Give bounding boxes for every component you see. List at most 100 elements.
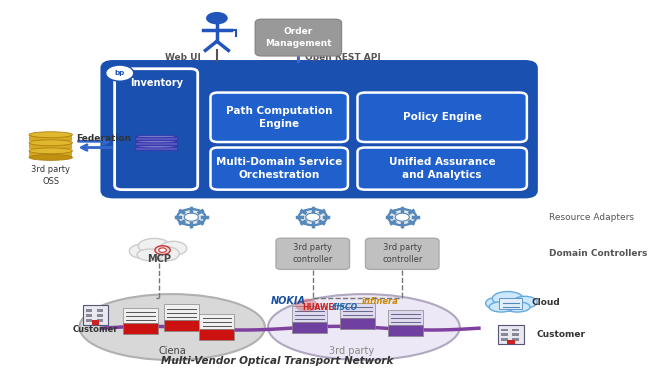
Ellipse shape bbox=[29, 140, 72, 146]
FancyBboxPatch shape bbox=[102, 61, 536, 197]
FancyBboxPatch shape bbox=[86, 314, 92, 317]
Text: Web UI: Web UI bbox=[165, 53, 201, 62]
Ellipse shape bbox=[138, 238, 170, 254]
Ellipse shape bbox=[29, 132, 72, 138]
FancyBboxPatch shape bbox=[340, 302, 375, 318]
FancyBboxPatch shape bbox=[164, 304, 199, 320]
Text: Multi-Domain Service
Orchestration: Multi-Domain Service Orchestration bbox=[216, 157, 342, 180]
Text: Order
Management: Order Management bbox=[265, 27, 332, 48]
Text: Unified Assurance
and Analytics: Unified Assurance and Analytics bbox=[389, 157, 496, 180]
Text: 3rd party
controller: 3rd party controller bbox=[382, 243, 422, 264]
Ellipse shape bbox=[160, 241, 187, 255]
Text: CISCO: CISCO bbox=[331, 303, 358, 312]
Circle shape bbox=[388, 209, 416, 225]
FancyBboxPatch shape bbox=[86, 309, 92, 312]
Circle shape bbox=[339, 305, 341, 307]
FancyBboxPatch shape bbox=[500, 298, 522, 309]
Ellipse shape bbox=[79, 294, 265, 360]
FancyBboxPatch shape bbox=[512, 333, 518, 336]
FancyBboxPatch shape bbox=[136, 142, 177, 145]
Circle shape bbox=[395, 213, 409, 221]
Ellipse shape bbox=[29, 148, 72, 154]
FancyBboxPatch shape bbox=[97, 314, 103, 317]
Circle shape bbox=[206, 12, 228, 25]
Ellipse shape bbox=[136, 145, 177, 148]
Text: 3rd party
OSS: 3rd party OSS bbox=[31, 166, 70, 186]
Circle shape bbox=[106, 65, 134, 81]
FancyBboxPatch shape bbox=[512, 328, 518, 331]
Text: Policy Engine: Policy Engine bbox=[403, 112, 482, 122]
FancyBboxPatch shape bbox=[388, 310, 423, 325]
Text: Cloud: Cloud bbox=[531, 298, 560, 307]
FancyBboxPatch shape bbox=[357, 93, 527, 142]
FancyBboxPatch shape bbox=[340, 318, 375, 329]
FancyBboxPatch shape bbox=[97, 319, 103, 321]
Circle shape bbox=[295, 298, 318, 312]
FancyBboxPatch shape bbox=[136, 137, 177, 140]
FancyBboxPatch shape bbox=[512, 338, 518, 341]
Text: 3rd party: 3rd party bbox=[329, 346, 373, 356]
FancyBboxPatch shape bbox=[365, 238, 439, 269]
FancyBboxPatch shape bbox=[501, 333, 508, 336]
FancyBboxPatch shape bbox=[388, 325, 423, 336]
Circle shape bbox=[334, 305, 337, 307]
Text: MCP: MCP bbox=[148, 254, 172, 263]
Text: HUAWEI: HUAWEI bbox=[302, 303, 337, 312]
FancyBboxPatch shape bbox=[507, 340, 515, 344]
FancyBboxPatch shape bbox=[29, 151, 72, 157]
Ellipse shape bbox=[137, 249, 162, 261]
Ellipse shape bbox=[492, 292, 523, 305]
Text: Open REST API: Open REST API bbox=[305, 53, 381, 62]
Ellipse shape bbox=[268, 294, 460, 360]
Circle shape bbox=[341, 305, 344, 307]
Text: Ciena: Ciena bbox=[158, 346, 186, 356]
FancyBboxPatch shape bbox=[292, 306, 327, 321]
Text: 3rd party
controller: 3rd party controller bbox=[293, 243, 333, 264]
Circle shape bbox=[337, 305, 339, 307]
FancyBboxPatch shape bbox=[83, 305, 108, 324]
Text: Path Computation
Engine: Path Computation Engine bbox=[226, 106, 333, 129]
FancyBboxPatch shape bbox=[199, 329, 234, 340]
Text: Inventory: Inventory bbox=[130, 78, 182, 89]
Circle shape bbox=[159, 248, 166, 252]
Circle shape bbox=[299, 209, 327, 225]
FancyBboxPatch shape bbox=[199, 314, 234, 329]
Text: Resource Adapters: Resource Adapters bbox=[549, 213, 634, 222]
FancyBboxPatch shape bbox=[210, 148, 348, 190]
FancyBboxPatch shape bbox=[29, 143, 72, 149]
Text: NOKIA: NOKIA bbox=[271, 296, 306, 306]
Ellipse shape bbox=[513, 296, 537, 308]
FancyBboxPatch shape bbox=[123, 323, 158, 334]
Text: Multi-Vendor Optical Transport Network: Multi-Vendor Optical Transport Network bbox=[162, 356, 394, 366]
Ellipse shape bbox=[29, 154, 72, 160]
FancyBboxPatch shape bbox=[97, 309, 103, 312]
Text: infinera: infinera bbox=[361, 297, 398, 306]
Text: Federation: Federation bbox=[76, 134, 132, 143]
FancyBboxPatch shape bbox=[115, 69, 198, 190]
Text: Customer: Customer bbox=[73, 325, 118, 334]
Ellipse shape bbox=[136, 141, 177, 143]
Circle shape bbox=[177, 209, 205, 225]
Ellipse shape bbox=[130, 244, 154, 258]
FancyBboxPatch shape bbox=[86, 319, 92, 321]
Ellipse shape bbox=[136, 135, 177, 138]
Ellipse shape bbox=[486, 297, 508, 309]
Circle shape bbox=[155, 246, 170, 254]
FancyBboxPatch shape bbox=[123, 308, 158, 323]
FancyBboxPatch shape bbox=[29, 135, 72, 141]
Circle shape bbox=[306, 213, 320, 221]
FancyBboxPatch shape bbox=[276, 238, 349, 269]
FancyBboxPatch shape bbox=[498, 325, 524, 344]
Ellipse shape bbox=[155, 247, 179, 261]
Ellipse shape bbox=[489, 302, 514, 312]
FancyBboxPatch shape bbox=[292, 321, 327, 333]
Ellipse shape bbox=[504, 302, 530, 312]
Circle shape bbox=[184, 213, 198, 221]
Text: Customer: Customer bbox=[536, 330, 585, 339]
Text: bp: bp bbox=[115, 70, 125, 76]
FancyBboxPatch shape bbox=[255, 19, 341, 56]
FancyBboxPatch shape bbox=[357, 148, 527, 190]
FancyBboxPatch shape bbox=[164, 320, 199, 331]
Text: Domain Controllers: Domain Controllers bbox=[549, 249, 647, 258]
FancyBboxPatch shape bbox=[92, 320, 100, 324]
